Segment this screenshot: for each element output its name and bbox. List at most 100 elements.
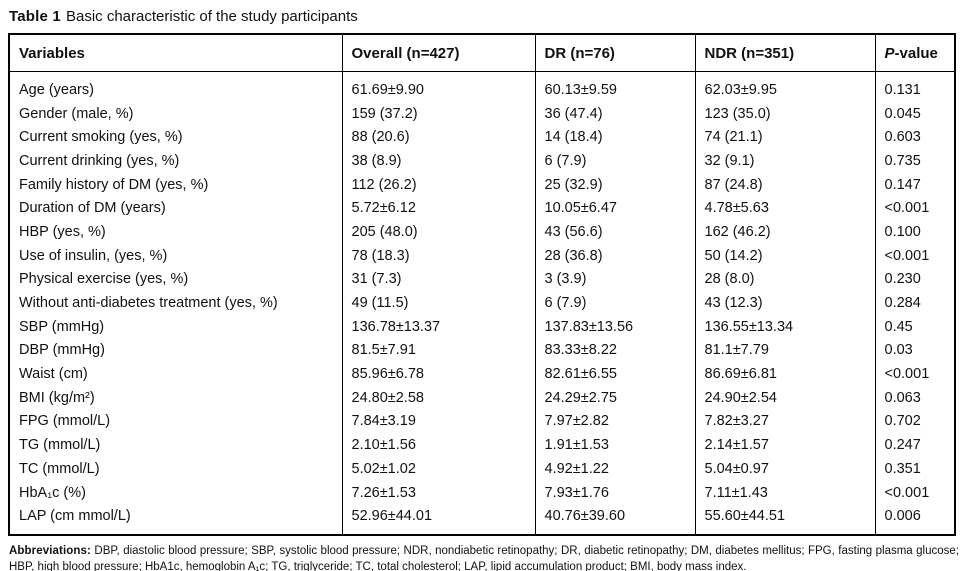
- cell: <0.001: [874, 480, 955, 505]
- cell: 205 (48.0): [341, 220, 535, 244]
- table-row: Age (years) 61.69±9.90 60.13±9.59 62.03±9.9…: [9, 71, 955, 102]
- cell: 62.03±9.95: [694, 71, 875, 102]
- table-row: HbA₁c (%) 7.26±1.53 7.93±1.76 7.11±1.43 <0.0…: [9, 480, 955, 505]
- cell: 162 (46.2): [694, 220, 875, 244]
- cell: 49 (11.5): [341, 291, 535, 315]
- cell: 0.247: [874, 433, 955, 457]
- cell: <0.001: [874, 196, 955, 221]
- cell: 137.83±13.56: [534, 314, 695, 339]
- cell: 0.063: [874, 385, 955, 410]
- table-row: TC (mmol/L) 5.02±1.02 4.92±1.22 5.04±0.97 0.…: [9, 457, 955, 481]
- table-row: TG (mmol/L) 2.10±1.56 1.91±1.53 2.14±1.57 0.…: [9, 433, 955, 457]
- row-label: TG (mmol/L): [19, 437, 101, 454]
- cell: 5.02±1.02: [341, 457, 535, 481]
- row-label: Waist (cm): [19, 366, 88, 383]
- cell: 0.006: [874, 504, 955, 536]
- row-label: FPG (mmol/L): [19, 413, 111, 430]
- row-label: SBP (mmHg): [19, 318, 105, 335]
- abbreviations-label: Abbreviations:: [9, 545, 91, 558]
- cell: 43 (12.3): [694, 291, 875, 315]
- row-label: HbA₁c (%): [19, 484, 86, 501]
- table-row: Waist (cm) 85.96±6.78 82.61±6.55 86.69±6.81…: [9, 362, 955, 386]
- cell: 0.45: [874, 314, 955, 339]
- cell: 78 (18.3): [341, 243, 535, 268]
- row-label: Without anti-diabetes treatment (yes, %): [19, 295, 278, 312]
- table-row: Duration of DM (years) 5.72±6.12 10.05±6.4…: [9, 196, 955, 221]
- table-row: Current smoking (yes, %) 88 (20.6) 14 (18.…: [9, 125, 955, 150]
- cell: 112 (26.2): [341, 172, 535, 197]
- column-header-5: P-value: [874, 34, 955, 72]
- cell: 85.96±6.78: [341, 362, 535, 386]
- cell: 88 (20.6): [341, 125, 535, 150]
- participants-table: Variables Overall (n=427) DR (n=76) NDR (n=…: [8, 33, 956, 537]
- cell: 38 (8.9): [341, 149, 535, 173]
- cell: 5.72±6.12: [341, 196, 535, 221]
- row-label: Age (years): [19, 81, 94, 98]
- row-label: Physical exercise (yes, %): [19, 271, 189, 288]
- cell: <0.001: [874, 362, 955, 386]
- cell: 32 (9.1): [694, 149, 875, 173]
- cell: 123 (35.0): [694, 101, 875, 126]
- abbreviations-note: Abbreviations: DBP, diastolic blood pres…: [9, 543, 959, 571]
- cell: 74 (21.1): [694, 125, 875, 150]
- row-label: Family history of DM (yes, %): [19, 176, 209, 193]
- row-label: Gender (male, %): [19, 105, 134, 122]
- cell: 25 (32.9): [534, 172, 695, 197]
- cell: 2.14±1.57: [694, 433, 875, 457]
- abbreviations-text: DBP, diastolic blood pressure; SBP, syst…: [9, 545, 959, 571]
- cell: 40.76±39.60: [534, 504, 695, 536]
- cell: 0.100: [874, 220, 955, 244]
- cell: 52.96±44.01: [341, 504, 535, 536]
- row-label: Current smoking (yes, %): [19, 129, 183, 146]
- column-header-1: Variables: [9, 34, 342, 72]
- table-row: Current drinking (yes, %) 38 (8.9) 6 (7.9)…: [9, 149, 955, 173]
- row-label: HBP (yes, %): [19, 223, 106, 240]
- row-label: TC (mmol/L): [19, 460, 100, 477]
- table-row: SBP (mmHg) 136.78±13.37 137.83±13.56 136.55…: [9, 314, 955, 339]
- cell: 50 (14.2): [694, 243, 875, 268]
- cell: 24.29±2.75: [534, 385, 695, 410]
- cell: 0.03: [874, 338, 955, 363]
- cell: 7.82±3.27: [694, 409, 875, 434]
- cell: 55.60±44.51: [694, 504, 875, 536]
- table-row: LAP (cm mmol/L) 52.96±44.01 40.76±39.60 55.…: [9, 504, 955, 536]
- row-label: DBP (mmHg): [19, 342, 105, 359]
- table-row: BMI (kg/m²) 24.80±2.58 24.29±2.75 24.90±2.5…: [9, 385, 955, 410]
- row-label: Duration of DM (years): [19, 200, 166, 217]
- cell: 136.78±13.37: [341, 314, 535, 339]
- cell: 7.11±1.43: [694, 480, 875, 505]
- cell: 159 (37.2): [341, 101, 535, 126]
- table-row: Physical exercise (yes, %) 31 (7.3) 3 (3.9…: [9, 267, 955, 292]
- cell: 0.351: [874, 457, 955, 481]
- table-row: Without anti-diabetes treatment (yes, %)…: [9, 291, 955, 315]
- cell: 0.147: [874, 172, 955, 197]
- cell: 60.13±9.59: [534, 71, 695, 102]
- cell: 61.69±9.90: [341, 71, 535, 102]
- cell: 81.5±7.91: [341, 338, 535, 363]
- row-label: Use of insulin, (yes, %): [19, 247, 168, 264]
- table-caption-text: Basic characteristic of the study partic…: [65, 8, 358, 25]
- cell: 0.702: [874, 409, 955, 434]
- cell: 136.55±13.34: [694, 314, 875, 339]
- cell: 5.04±0.97: [694, 457, 875, 481]
- cell: 2.10±1.56: [341, 433, 535, 457]
- cell: 81.1±7.79: [694, 338, 875, 363]
- table-caption: Table 1 Basic characteristic of the study…: [9, 8, 960, 26]
- cell: 28 (8.0): [694, 267, 875, 292]
- cell: 24.90±2.54: [694, 385, 875, 410]
- row-label: BMI (kg/m²): [19, 389, 95, 406]
- row-label: Current drinking (yes, %): [19, 152, 180, 169]
- cell: 7.26±1.53: [341, 480, 535, 505]
- cell: 87 (24.8): [694, 172, 875, 197]
- column-header-2: Overall (n=427): [341, 34, 535, 72]
- cell: 4.92±1.22: [534, 457, 695, 481]
- cell: 36 (47.4): [534, 101, 695, 126]
- cell: 0.284: [874, 291, 955, 315]
- table-row: Gender (male, %) 159 (37.2) 36 (47.4) 123 (…: [9, 101, 955, 126]
- cell: 14 (18.4): [534, 125, 695, 150]
- cell: 31 (7.3): [341, 267, 535, 292]
- cell: 1.91±1.53: [534, 433, 695, 457]
- table-row: Family history of DM (yes, %) 112 (26.2) 2…: [9, 172, 955, 197]
- cell: 6 (7.9): [534, 291, 695, 315]
